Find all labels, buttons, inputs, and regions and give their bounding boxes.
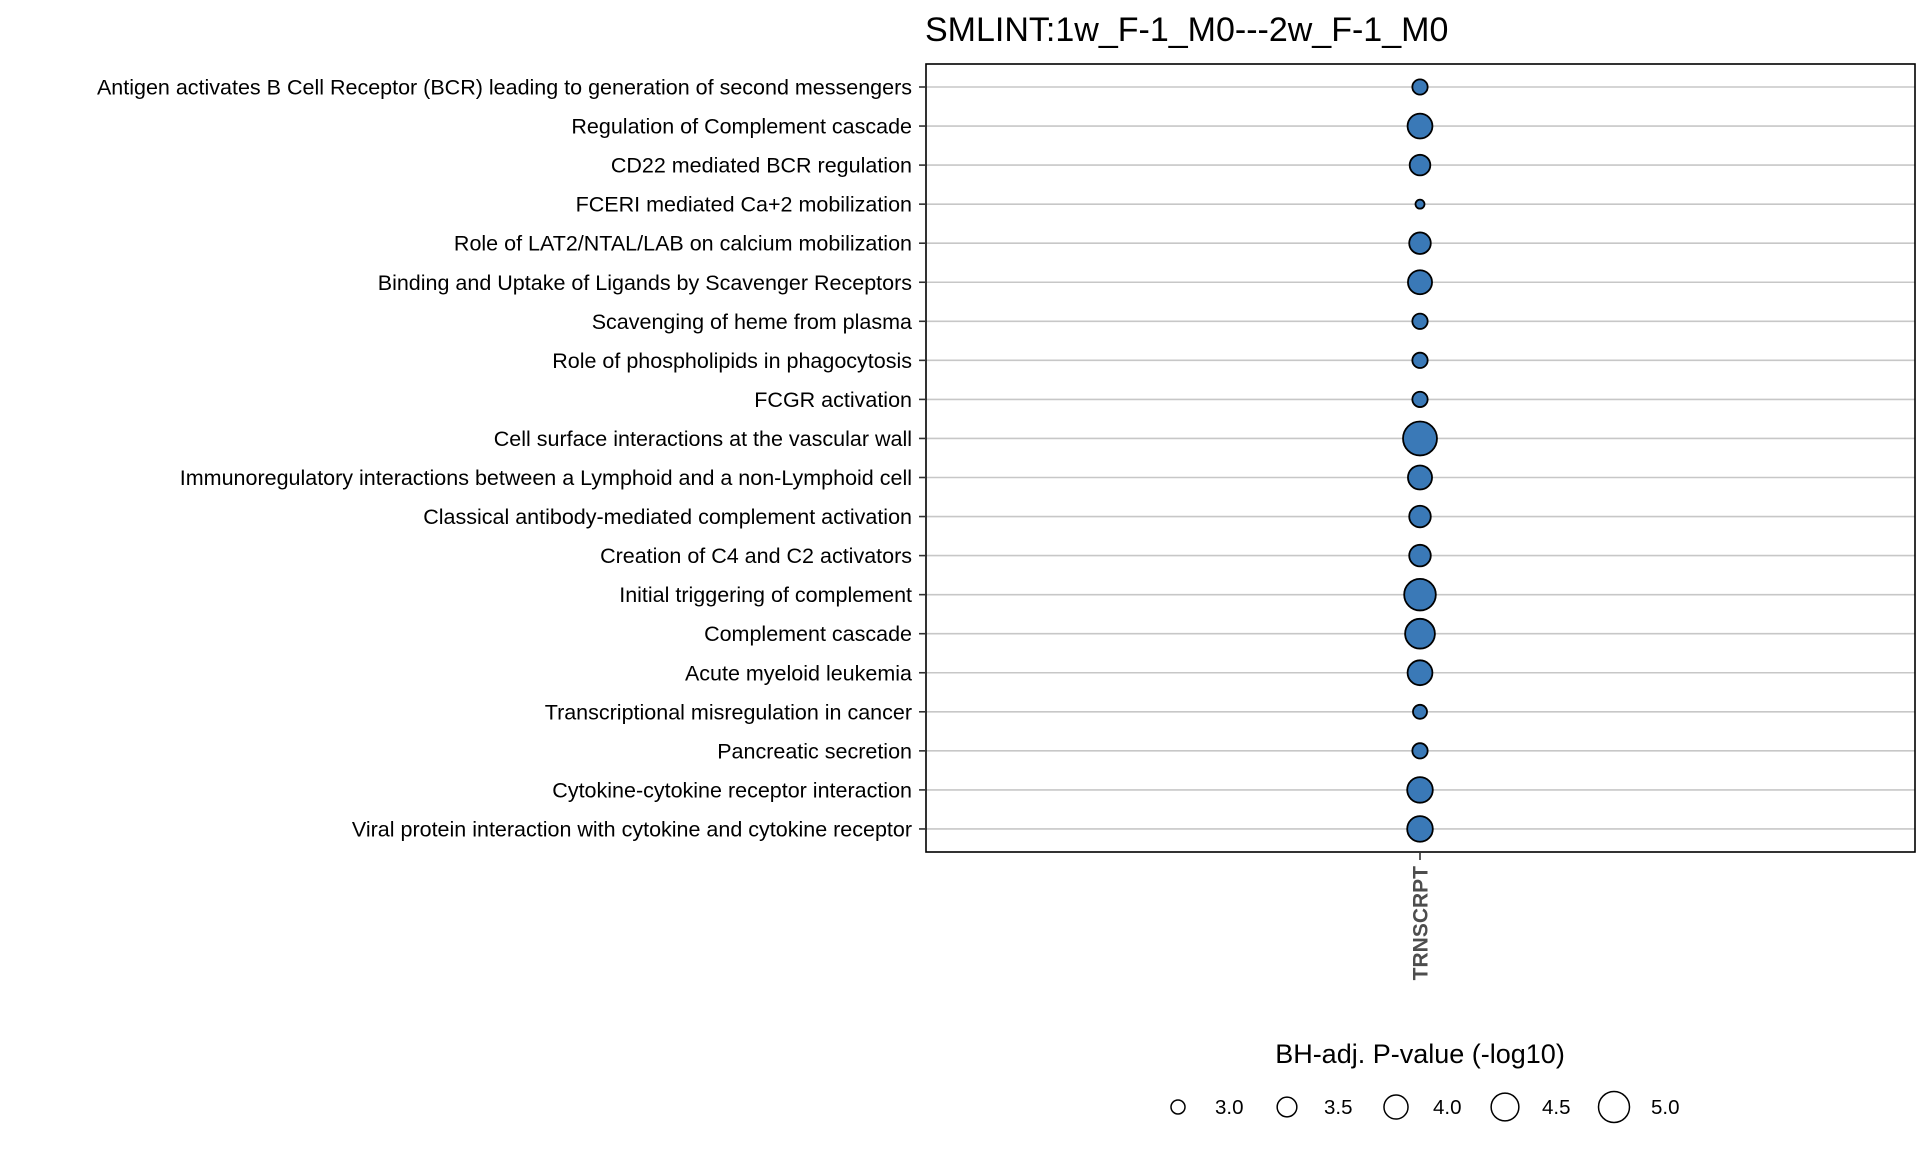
data-point [1411, 742, 1429, 760]
y-tick-label: Classical antibody-mediated complement a… [423, 505, 912, 529]
data-points [1402, 78, 1438, 843]
data-point [1412, 703, 1428, 720]
data-point [1406, 815, 1434, 843]
data-point [1408, 504, 1432, 529]
legend-key-label: 3.5 [1324, 1096, 1353, 1119]
y-tick-label: FCERI mediated Ca+2 mobilization [576, 193, 912, 217]
y-tick-label: Immunoregulatory interactions between a … [180, 466, 912, 490]
y-tick-label: Initial triggering of complement [619, 583, 912, 607]
data-point [1403, 577, 1437, 612]
data-point [1408, 231, 1432, 255]
y-tick-label: Regulation of Complement cascade [571, 115, 912, 139]
size-legend: BH-adj. P-value (-log10) 3.0 3.5 4.0 4.5 5.0 [1170, 1039, 1680, 1124]
y-tick-label: Complement cascade [704, 622, 912, 646]
y-tick-label: Pancreatic secretion [717, 739, 912, 763]
y-tick-label: Role of phospholipids in phagocytosis [552, 349, 912, 373]
data-point [1411, 351, 1429, 369]
legend-key-circle [1597, 1090, 1631, 1124]
y-tick-label: Acute myeloid leukemia [685, 661, 912, 685]
legend-key-circle [1383, 1094, 1409, 1120]
legend-key-circle [1170, 1099, 1186, 1115]
data-point [1407, 464, 1433, 491]
y-tick-label: CD22 mediated BCR regulation [611, 154, 912, 178]
y-tick-label: FCGR activation [754, 388, 912, 412]
y-tick-label: Antigen activates B Cell Receptor (BCR) … [97, 76, 912, 100]
legend-key-label: 5.0 [1651, 1096, 1680, 1119]
legend-key-label: 4.5 [1542, 1096, 1571, 1119]
data-point [1408, 153, 1432, 177]
data-point [1402, 420, 1438, 457]
data-point [1411, 78, 1429, 96]
legend-key-label: 4.0 [1433, 1096, 1462, 1119]
y-axis: Antigen activates B Cell Receptor (BCR) … [97, 76, 926, 841]
x-tick-label: TRNSCRPT [1410, 866, 1433, 981]
data-point [1408, 543, 1432, 568]
data-point [1411, 390, 1429, 408]
y-tick-label: Role of LAT2/NTAL/LAB on calcium mobiliz… [454, 232, 912, 256]
y-tick-label: Creation of C4 and C2 activators [600, 544, 912, 568]
legend-title: BH-adj. P-value (-log10) [1275, 1039, 1565, 1069]
legend-key-circle [1490, 1092, 1520, 1122]
legend-key-label: 3.0 [1215, 1096, 1244, 1119]
data-point [1406, 776, 1434, 804]
y-tick-label: Scavenging of heme from plasma [592, 310, 912, 334]
data-point [1406, 659, 1434, 687]
data-point [1404, 617, 1436, 650]
data-point [1411, 312, 1429, 330]
data-point [1407, 269, 1433, 296]
data-point [1406, 112, 1434, 140]
legend-key-circle [1276, 1096, 1298, 1118]
y-tick-label: Transcriptional misregulation in cancer [545, 700, 912, 724]
y-tick-label: Cell surface interactions at the vascula… [494, 427, 912, 451]
chart-title: SMLINT:1w_F-1_M0---2w_F-1_M0 [925, 11, 1448, 49]
x-axis: TRNSCRPT [1410, 852, 1433, 980]
y-tick-label: Binding and Uptake of Ligands by Scaveng… [378, 271, 912, 295]
y-tick-label: Viral protein interaction with cytokine … [352, 817, 912, 841]
data-point [1414, 198, 1426, 210]
y-tick-label: Cytokine-cytokine receptor interaction [552, 778, 912, 802]
